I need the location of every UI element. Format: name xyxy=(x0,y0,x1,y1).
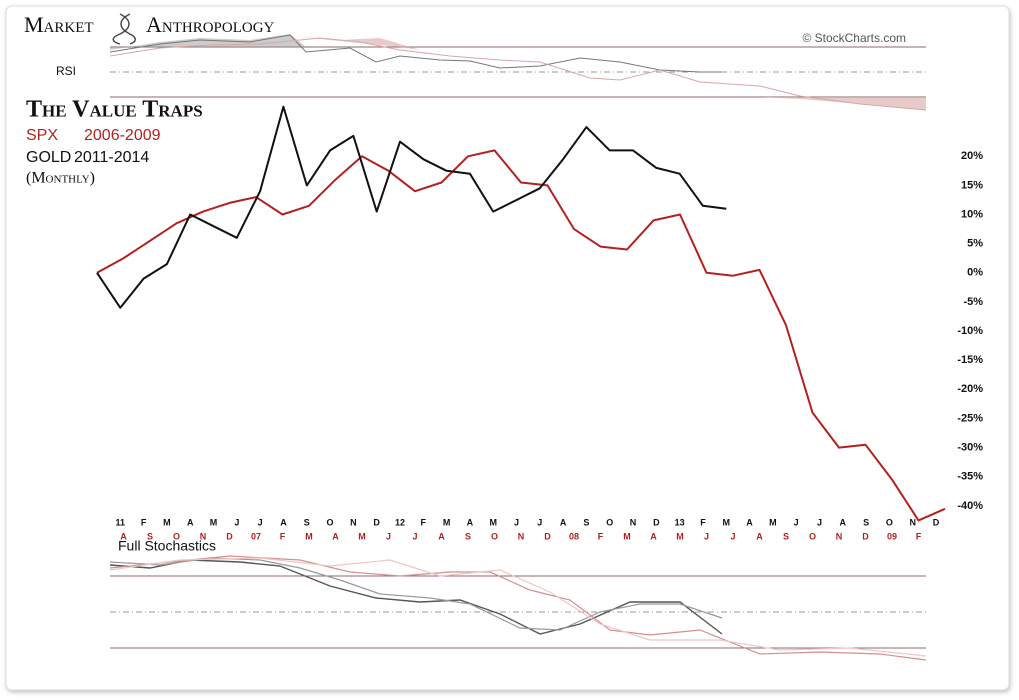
legend-name: GOLD xyxy=(26,149,71,166)
x-tick-label: 12 xyxy=(395,517,405,527)
y-tick-label: 20% xyxy=(961,150,983,162)
x-tick-label: F xyxy=(916,531,922,541)
x-tick-label: A xyxy=(840,517,847,527)
x-tick-label: O xyxy=(809,531,816,541)
x-tick-label: O xyxy=(886,517,893,527)
y-tick-label: 0% xyxy=(967,267,983,279)
x-tick-label: O xyxy=(491,531,498,541)
x-tick-label: M xyxy=(305,531,313,541)
x-tick-label: J xyxy=(412,531,417,541)
y-tick-label: -15% xyxy=(957,354,983,366)
y-tick-label: -20% xyxy=(957,383,983,395)
x-tick-label: J xyxy=(386,531,391,541)
x-tick-label: M xyxy=(358,531,366,541)
y-tick-label: 15% xyxy=(961,179,983,191)
series-line xyxy=(96,149,946,522)
x-tick-label: 09 xyxy=(887,531,897,541)
x-tick-label: M xyxy=(769,517,777,527)
x-tick-label: D xyxy=(653,517,660,527)
x-tick-label: N xyxy=(909,517,916,527)
x-tick-label: J xyxy=(514,517,519,527)
x-tick-label: S xyxy=(783,531,789,541)
x-tick-label: S xyxy=(304,517,310,527)
x-tick-label: S xyxy=(583,517,589,527)
x-tick-label: M xyxy=(623,531,631,541)
x-tick-label: O xyxy=(173,531,180,541)
x-tick-label: J xyxy=(704,531,709,541)
x-tick-label: D xyxy=(226,531,233,541)
x-tick-label: 08 xyxy=(569,531,579,541)
credit: © StockCharts.com xyxy=(802,31,906,45)
x-tick-label: A xyxy=(560,517,567,527)
x-tick-label: M xyxy=(163,517,171,527)
x-tick-label: 13 xyxy=(675,517,685,527)
x-tick-label: A xyxy=(280,517,287,527)
x-tick-label: S xyxy=(465,531,471,541)
x-tick-label: 11 xyxy=(116,517,126,527)
rsi-label: RSI xyxy=(56,64,76,78)
x-tick-label: A xyxy=(746,517,753,527)
legend-period: 2006-2009 xyxy=(84,127,161,144)
x-tick-label: J xyxy=(730,531,735,541)
y-tick-label: -35% xyxy=(957,471,983,483)
brand-left: Market xyxy=(24,12,94,37)
x-tick-label: F xyxy=(700,517,706,527)
x-tick-label: M xyxy=(723,517,731,527)
x-tick-label: M xyxy=(676,531,684,541)
x-tick-label: M xyxy=(210,517,218,527)
legend: SPX 2006-2009 GOLD 2011-2014 xyxy=(26,127,161,166)
y-tick-label: -25% xyxy=(957,412,983,424)
x-tick-label: A xyxy=(438,531,445,541)
x-tick-label: A xyxy=(120,531,127,541)
x-tick-label: F xyxy=(280,531,286,541)
x-tick-label: F xyxy=(421,517,427,527)
y-tick-label: -10% xyxy=(957,325,983,337)
y-tick-label: -5% xyxy=(963,296,983,308)
x-tick-label: O xyxy=(327,517,334,527)
x-tick-label: S xyxy=(147,531,153,541)
x-tick-label: N xyxy=(350,517,357,527)
x-tick-label: A xyxy=(756,531,763,541)
x-tick-label: A xyxy=(187,517,194,527)
legend-name: SPX xyxy=(26,127,58,144)
note: (Monthly) xyxy=(26,170,95,187)
x-tick-label: N xyxy=(200,531,207,541)
x-tick-label: D xyxy=(544,531,551,541)
x-tick-label: J xyxy=(794,517,799,527)
y-tick-label: -30% xyxy=(957,442,983,454)
x-tick-label: A xyxy=(467,517,474,527)
x-tick-label: S xyxy=(863,517,869,527)
x-tick-label: D xyxy=(862,531,869,541)
x-tick-label: F xyxy=(141,517,147,527)
rsi-panel xyxy=(109,34,927,111)
x-tick-label: N xyxy=(836,531,843,541)
legend-period: 2011-2014 xyxy=(74,149,149,166)
x-tick-label: A xyxy=(650,531,657,541)
x-tick-label: D xyxy=(373,517,380,527)
x-tick-label: O xyxy=(606,517,613,527)
x-tick-label: F xyxy=(598,531,604,541)
series-line xyxy=(96,105,727,309)
x-tick-label: M xyxy=(443,517,451,527)
chart-title: The Value Traps xyxy=(26,97,203,123)
x-tick-label: 07 xyxy=(251,531,261,541)
x-tick-label: J xyxy=(817,517,822,527)
x-tick-label: M xyxy=(489,517,497,527)
x-tick-label: D xyxy=(933,517,940,527)
x-tick-label: N xyxy=(518,531,525,541)
stochastics-label: Full Stochastics xyxy=(118,538,216,554)
y-tick-label: 10% xyxy=(961,208,983,220)
stochastics-panel xyxy=(109,555,927,661)
y-tick-label: 5% xyxy=(967,238,983,250)
dna-icon xyxy=(112,13,136,45)
x-tick-label: A xyxy=(332,531,339,541)
y-tick-label: -40% xyxy=(957,500,983,512)
x-tick-label: J xyxy=(258,517,263,527)
x-tick-label: J xyxy=(234,517,239,527)
brand-right: Anthropology xyxy=(146,12,275,37)
x-tick-label: N xyxy=(630,517,637,527)
frame xyxy=(5,5,1010,691)
x-tick-label: J xyxy=(537,517,542,527)
